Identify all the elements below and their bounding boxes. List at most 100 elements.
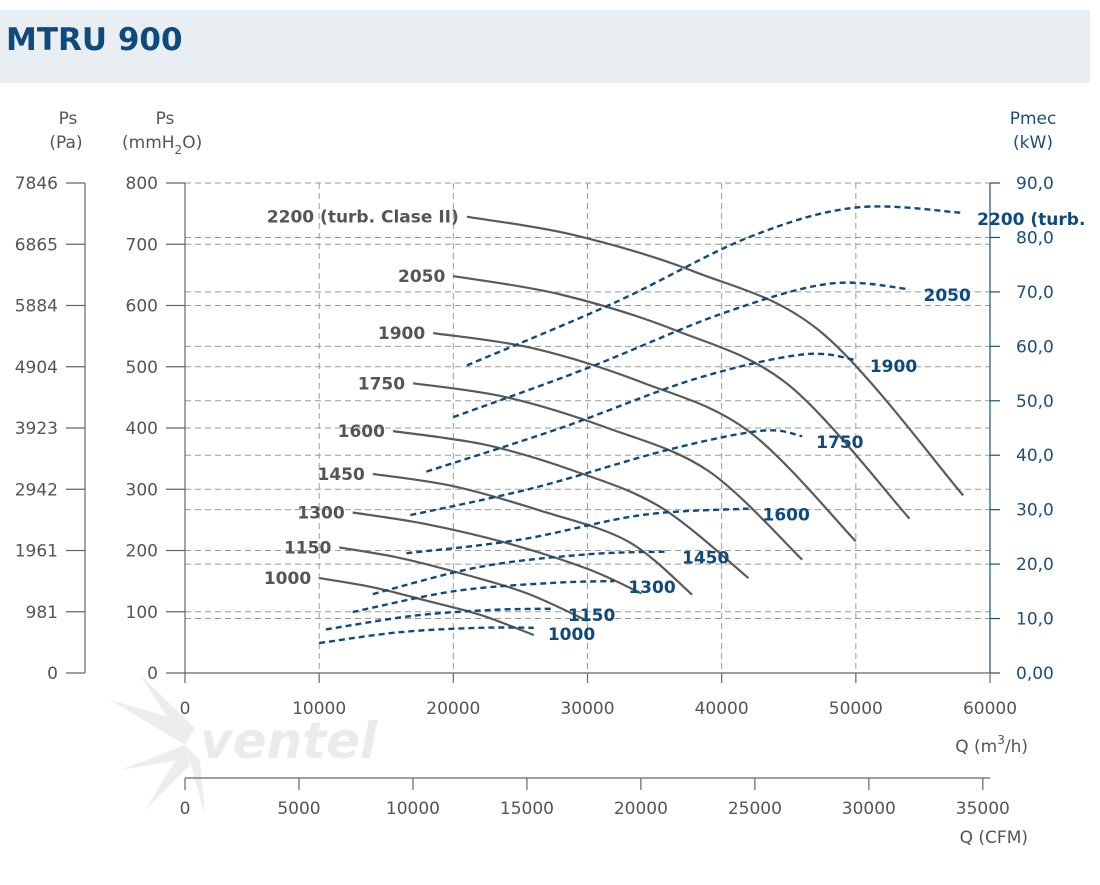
power-curve-label: 2200 (turb. xyxy=(977,210,1085,230)
cfm-tick-label: 10000 xyxy=(386,799,440,819)
curves xyxy=(319,205,965,645)
cfm-tick-label: 35000 xyxy=(956,799,1010,819)
x-label-prefix: Q (m xyxy=(955,737,997,757)
power-curve-label: 1900 xyxy=(870,357,917,377)
power-curve-label: 1750 xyxy=(816,433,863,453)
power-curve-label: 1300 xyxy=(628,578,675,598)
mmh2o-tick-label: 600 xyxy=(126,297,158,317)
pressure-curve-label: 1600 xyxy=(338,422,385,442)
pressure-curve-1300 xyxy=(352,511,642,595)
pa-tick-label: 981 xyxy=(26,603,58,623)
power-curve-label: 1450 xyxy=(682,549,729,569)
mmh2o-tick-label: 0 xyxy=(147,664,158,684)
mmh2o-tick-label: 700 xyxy=(126,235,158,255)
pressure-curve-1150 xyxy=(339,546,588,622)
power-curve-1000 xyxy=(319,626,534,645)
x-tick-label: 0 xyxy=(180,699,191,719)
kw-tick-label: 70,0 xyxy=(1016,283,1054,303)
mmh2o-tick-label: 400 xyxy=(126,419,158,439)
axes xyxy=(66,182,1000,790)
title-bar xyxy=(0,10,1090,83)
power-curve-1450 xyxy=(372,550,669,596)
x-tick-label: 10000 xyxy=(292,699,346,719)
mmh2o-tick-label: 200 xyxy=(126,542,158,562)
unit-suffix: O) xyxy=(182,133,202,153)
pressure-curve-1450 xyxy=(372,472,693,596)
mmh2o-tick-label: 100 xyxy=(126,603,158,623)
kw-tick-label: 10,0 xyxy=(1016,610,1054,630)
kw-tick-label: 80,0 xyxy=(1016,228,1054,248)
pressure-curve-1900 xyxy=(433,332,857,543)
grid xyxy=(185,182,990,673)
kw-tick-label: 50,0 xyxy=(1016,392,1054,412)
pressure-curve-2200 xyxy=(466,215,965,497)
pressure-curve-2050 xyxy=(453,275,911,520)
pa-tick-label: 5884 xyxy=(15,297,58,317)
right-kw-axis-unit: (kW) xyxy=(1013,133,1053,153)
unit-subscript: 2 xyxy=(175,143,183,157)
ventel-logo: ventel xyxy=(110,675,378,815)
pressure-curve-label: 1150 xyxy=(284,538,331,558)
x-tick-label: 30000 xyxy=(560,699,614,719)
pa-tick-label: 6865 xyxy=(15,235,58,255)
pa-tick-label: 3923 xyxy=(15,419,58,439)
pa-tick-label: 1961 xyxy=(15,542,58,562)
pa-tick-label: 4904 xyxy=(15,358,58,378)
left-mmh2o-axis-unit: (mmH2O) xyxy=(122,133,202,157)
cfm-tick-label: 20000 xyxy=(614,799,668,819)
power-curve-1900 xyxy=(426,352,856,473)
power-curve-label: 2050 xyxy=(924,286,971,306)
x-label-superscript: 3 xyxy=(997,733,1005,747)
logo-text: ventel xyxy=(200,712,378,770)
kw-tick-label: 0,00 xyxy=(1016,664,1054,684)
cfm-tick-label: 0 xyxy=(180,799,191,819)
mmh2o-tick-label: 800 xyxy=(126,174,158,194)
cfm-tick-label: 5000 xyxy=(277,799,320,819)
kw-tick-label: 30,0 xyxy=(1016,501,1054,521)
kw-tick-label: 20,0 xyxy=(1016,555,1054,575)
pressure-curve-1600 xyxy=(392,430,750,579)
x-tick-label: 50000 xyxy=(829,699,883,719)
right-kw-axis-label: Pmec xyxy=(1010,109,1057,129)
x-tick-label: 20000 xyxy=(426,699,480,719)
x-label-suffix: /h) xyxy=(1005,737,1028,757)
power-curve-label: 1600 xyxy=(763,506,810,526)
pressure-curve-label: 1900 xyxy=(378,324,425,344)
left-pa-axis-label: Ps xyxy=(59,109,78,129)
pressure-curve-label: 1750 xyxy=(358,374,405,394)
pa-tick-label: 0 xyxy=(47,664,58,684)
x-m3h-axis-label: Q (m3/h) xyxy=(955,733,1028,757)
pressure-curve-1000 xyxy=(319,577,535,637)
power-curve-label: 1000 xyxy=(548,625,595,645)
mmh2o-tick-label: 500 xyxy=(126,358,158,378)
kw-tick-label: 60,0 xyxy=(1016,337,1054,357)
x-cfm-axis-label: Q (CFM) xyxy=(960,828,1028,848)
left-mmh2o-axis-label: Ps xyxy=(156,109,175,129)
pressure-curve-label: 1000 xyxy=(264,569,311,589)
pa-tick-label: 2942 xyxy=(15,480,58,500)
cfm-tick-label: 25000 xyxy=(728,799,782,819)
x-tick-label: 60000 xyxy=(963,699,1017,719)
pa-tick-label: 7846 xyxy=(15,174,58,194)
kw-tick-label: 90,0 xyxy=(1016,174,1054,194)
kw-tick-label: 40,0 xyxy=(1016,446,1054,466)
power-curve-1750 xyxy=(410,429,803,517)
power-curve-label: 1150 xyxy=(568,606,615,626)
pressure-curve-1750 xyxy=(412,382,803,561)
pressure-curve-label: 1450 xyxy=(318,465,365,485)
tick-labels: 0 981 1961 2942 3923 4904 5884 6865 7846 0 100 200 3… xyxy=(15,174,1054,819)
unit-prefix: (mmH xyxy=(122,133,175,153)
pressure-curve-label: 2200 (turb. Clase II) xyxy=(267,208,459,228)
pressure-curve-label: 2050 xyxy=(398,267,445,287)
left-pa-axis-unit: (Pa) xyxy=(49,133,82,153)
power-curve-1300 xyxy=(352,579,615,614)
cfm-tick-label: 15000 xyxy=(500,799,554,819)
cfm-tick-label: 30000 xyxy=(842,799,896,819)
power-curve-1150 xyxy=(325,607,555,631)
pressure-curve-label: 1300 xyxy=(297,504,344,524)
power-curve-1600 xyxy=(406,507,749,555)
power-curve-2200 xyxy=(466,205,964,367)
mmh2o-tick-label: 300 xyxy=(126,480,158,500)
